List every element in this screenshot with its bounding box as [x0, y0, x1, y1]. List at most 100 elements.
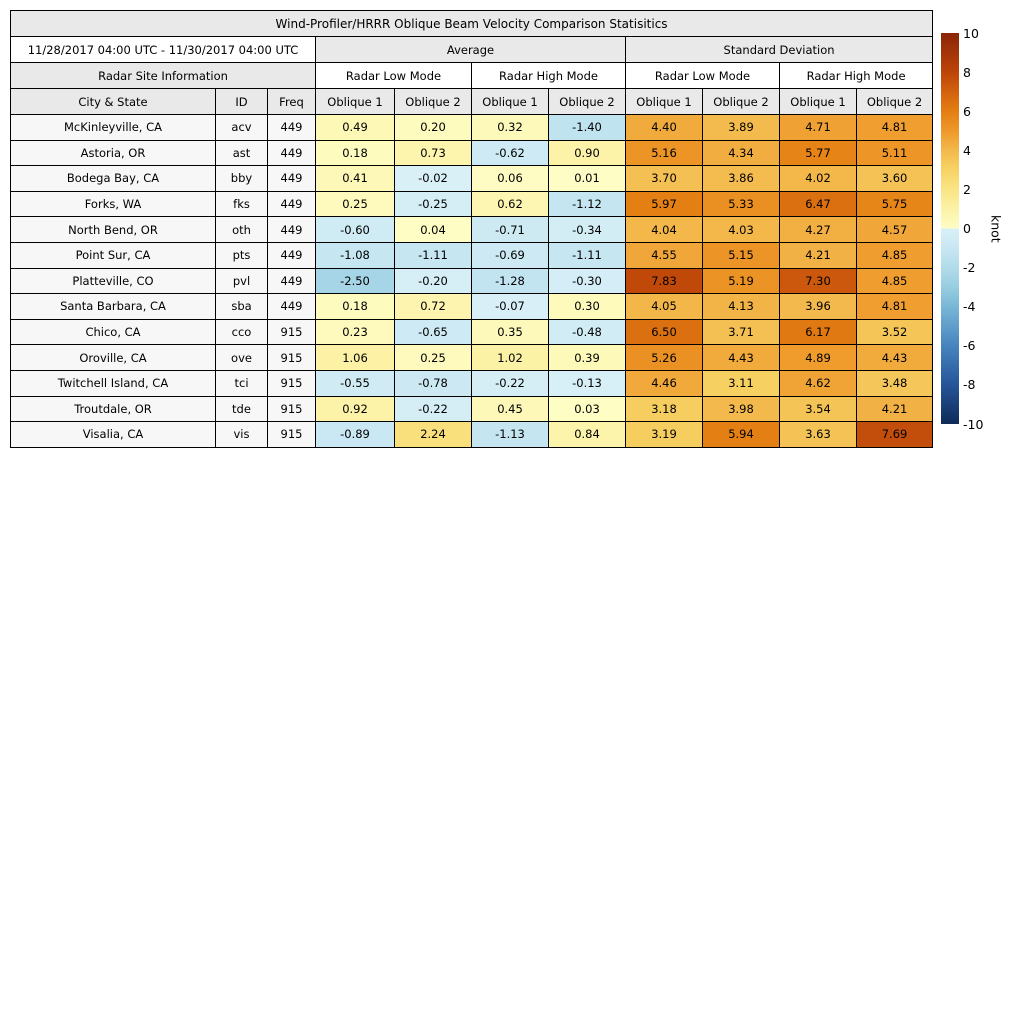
value-cell: 5.75 [855, 190, 934, 218]
value-cell: 4.81 [855, 293, 934, 320]
value-cell: 4.05 [625, 293, 703, 320]
colorbar-tick-label: 6 [963, 103, 971, 119]
value-cell: 4.34 [702, 139, 780, 167]
col-header-sd-high-oblique2: Oblique 2 [855, 88, 934, 115]
value-cell: 3.63 [779, 421, 857, 448]
value-cell: 0.25 [394, 344, 472, 371]
value-cell: 0.30 [548, 293, 626, 320]
colorbar-tick-label: -4 [963, 299, 976, 315]
value-cell: 7.83 [625, 267, 703, 295]
value-cell: 4.71 [779, 114, 857, 141]
value-cell: -0.02 [394, 165, 472, 192]
value-cell: 3.60 [855, 165, 934, 192]
value-cell: -1.40 [548, 114, 626, 141]
colorbar-unit-label: knot [988, 214, 1004, 243]
col-header-avg-high-oblique1: Oblique 1 [471, 88, 549, 115]
city-cell: Santa Barbara, CA [10, 293, 216, 320]
value-cell: -0.62 [471, 139, 549, 167]
value-cell: 0.25 [315, 190, 395, 218]
table-row: Bodega Bay, CA bby 449 0.41 -0.02 0.06 0.01 3.7… [10, 165, 934, 192]
col-header-avg-low-oblique2: Oblique 2 [394, 88, 472, 115]
value-cell: 0.73 [394, 139, 472, 167]
value-cell: 7.30 [779, 267, 857, 295]
value-cell: -1.11 [548, 241, 626, 269]
value-cell: -0.55 [315, 369, 395, 397]
value-cell: 3.70 [625, 165, 703, 192]
value-cell: 4.85 [855, 267, 934, 295]
freq-cell: 449 [267, 241, 316, 269]
value-cell: 4.46 [625, 369, 703, 397]
id-cell: fks [215, 190, 268, 218]
freq-cell: 449 [267, 267, 316, 295]
value-cell: -0.13 [548, 369, 626, 397]
table-row: Point Sur, CA pts 449 -1.08 -1.11 -0.69 -1.11 4… [10, 241, 934, 269]
value-cell: 3.96 [779, 293, 857, 320]
col-header-sd-low-oblique2: Oblique 2 [702, 88, 780, 115]
value-cell: -0.30 [548, 267, 626, 295]
value-cell: -1.12 [548, 190, 626, 218]
city-cell: Forks, WA [10, 190, 216, 218]
value-cell: 4.55 [625, 241, 703, 269]
value-cell: 3.54 [779, 395, 857, 423]
id-cell: vis [215, 421, 268, 448]
value-cell: 0.04 [394, 216, 472, 243]
value-cell: 0.32 [471, 114, 549, 141]
id-cell: oth [215, 216, 268, 243]
col-header-avg-high-oblique2: Oblique 2 [548, 88, 626, 115]
id-cell: ove [215, 344, 268, 371]
value-cell: 4.21 [779, 241, 857, 269]
value-cell: 0.62 [471, 190, 549, 218]
stats-table: Wind-Profiler/HRRR Oblique Beam Velocity… [9, 10, 934, 448]
value-cell: 0.23 [315, 318, 395, 346]
id-cell: pts [215, 241, 268, 269]
sd-low-mode-header: Radar Low Mode [625, 62, 780, 89]
value-cell: 3.48 [855, 369, 934, 397]
value-cell: -0.25 [394, 190, 472, 218]
city-cell: Twitchell Island, CA [10, 369, 216, 397]
value-cell: -0.48 [548, 318, 626, 346]
value-cell: 4.89 [779, 344, 857, 371]
freq-cell: 449 [267, 190, 316, 218]
value-cell: 0.01 [548, 165, 626, 192]
value-cell: 3.11 [702, 369, 780, 397]
id-cell: sba [215, 293, 268, 320]
id-cell: pvl [215, 267, 268, 295]
value-cell: -0.69 [471, 241, 549, 269]
value-cell: 4.04 [625, 216, 703, 243]
colorbar-tick-label: -10 [963, 416, 984, 432]
value-cell: -1.13 [471, 421, 549, 448]
value-cell: 2.24 [394, 421, 472, 448]
group-header-std-deviation: Standard Deviation [624, 36, 934, 63]
id-cell: tci [215, 369, 268, 397]
city-cell: Bodega Bay, CA [10, 165, 216, 192]
value-cell: 0.72 [394, 293, 472, 320]
city-cell: Platteville, CO [10, 267, 216, 295]
city-cell: Visalia, CA [10, 421, 216, 448]
city-cell: Point Sur, CA [10, 241, 216, 269]
id-cell: cco [215, 318, 268, 346]
value-cell: 0.18 [315, 139, 395, 167]
value-cell: 5.97 [625, 190, 703, 218]
freq-cell: 449 [267, 216, 316, 243]
value-cell: 6.47 [779, 190, 857, 218]
colorbar-tick-label: -8 [963, 377, 976, 393]
table-row: McKinleyville, CA acv 449 0.49 0.20 0.32 -1.40… [10, 114, 934, 141]
value-cell: 4.21 [855, 395, 934, 423]
freq-cell: 915 [267, 369, 316, 397]
colorbar [941, 33, 959, 424]
table-row: North Bend, OR oth 449 -0.60 0.04 -0.71 -0.34 4… [10, 216, 934, 243]
value-cell: 3.18 [625, 395, 703, 423]
value-cell: -0.34 [548, 216, 626, 243]
value-cell: 0.03 [548, 395, 626, 423]
col-header-sd-high-oblique1: Oblique 1 [779, 88, 857, 115]
value-cell: 3.52 [855, 318, 934, 346]
value-cell: -0.89 [315, 421, 395, 448]
col-header-sd-low-oblique1: Oblique 1 [625, 88, 703, 115]
value-cell: -0.65 [394, 318, 472, 346]
value-cell: 6.50 [625, 318, 703, 346]
table-row: Astoria, OR ast 449 0.18 0.73 -0.62 0.90 5.16 4.… [10, 139, 934, 167]
value-cell: 0.18 [315, 293, 395, 320]
group-header-average: Average [315, 36, 626, 63]
value-cell: -0.07 [471, 293, 549, 320]
